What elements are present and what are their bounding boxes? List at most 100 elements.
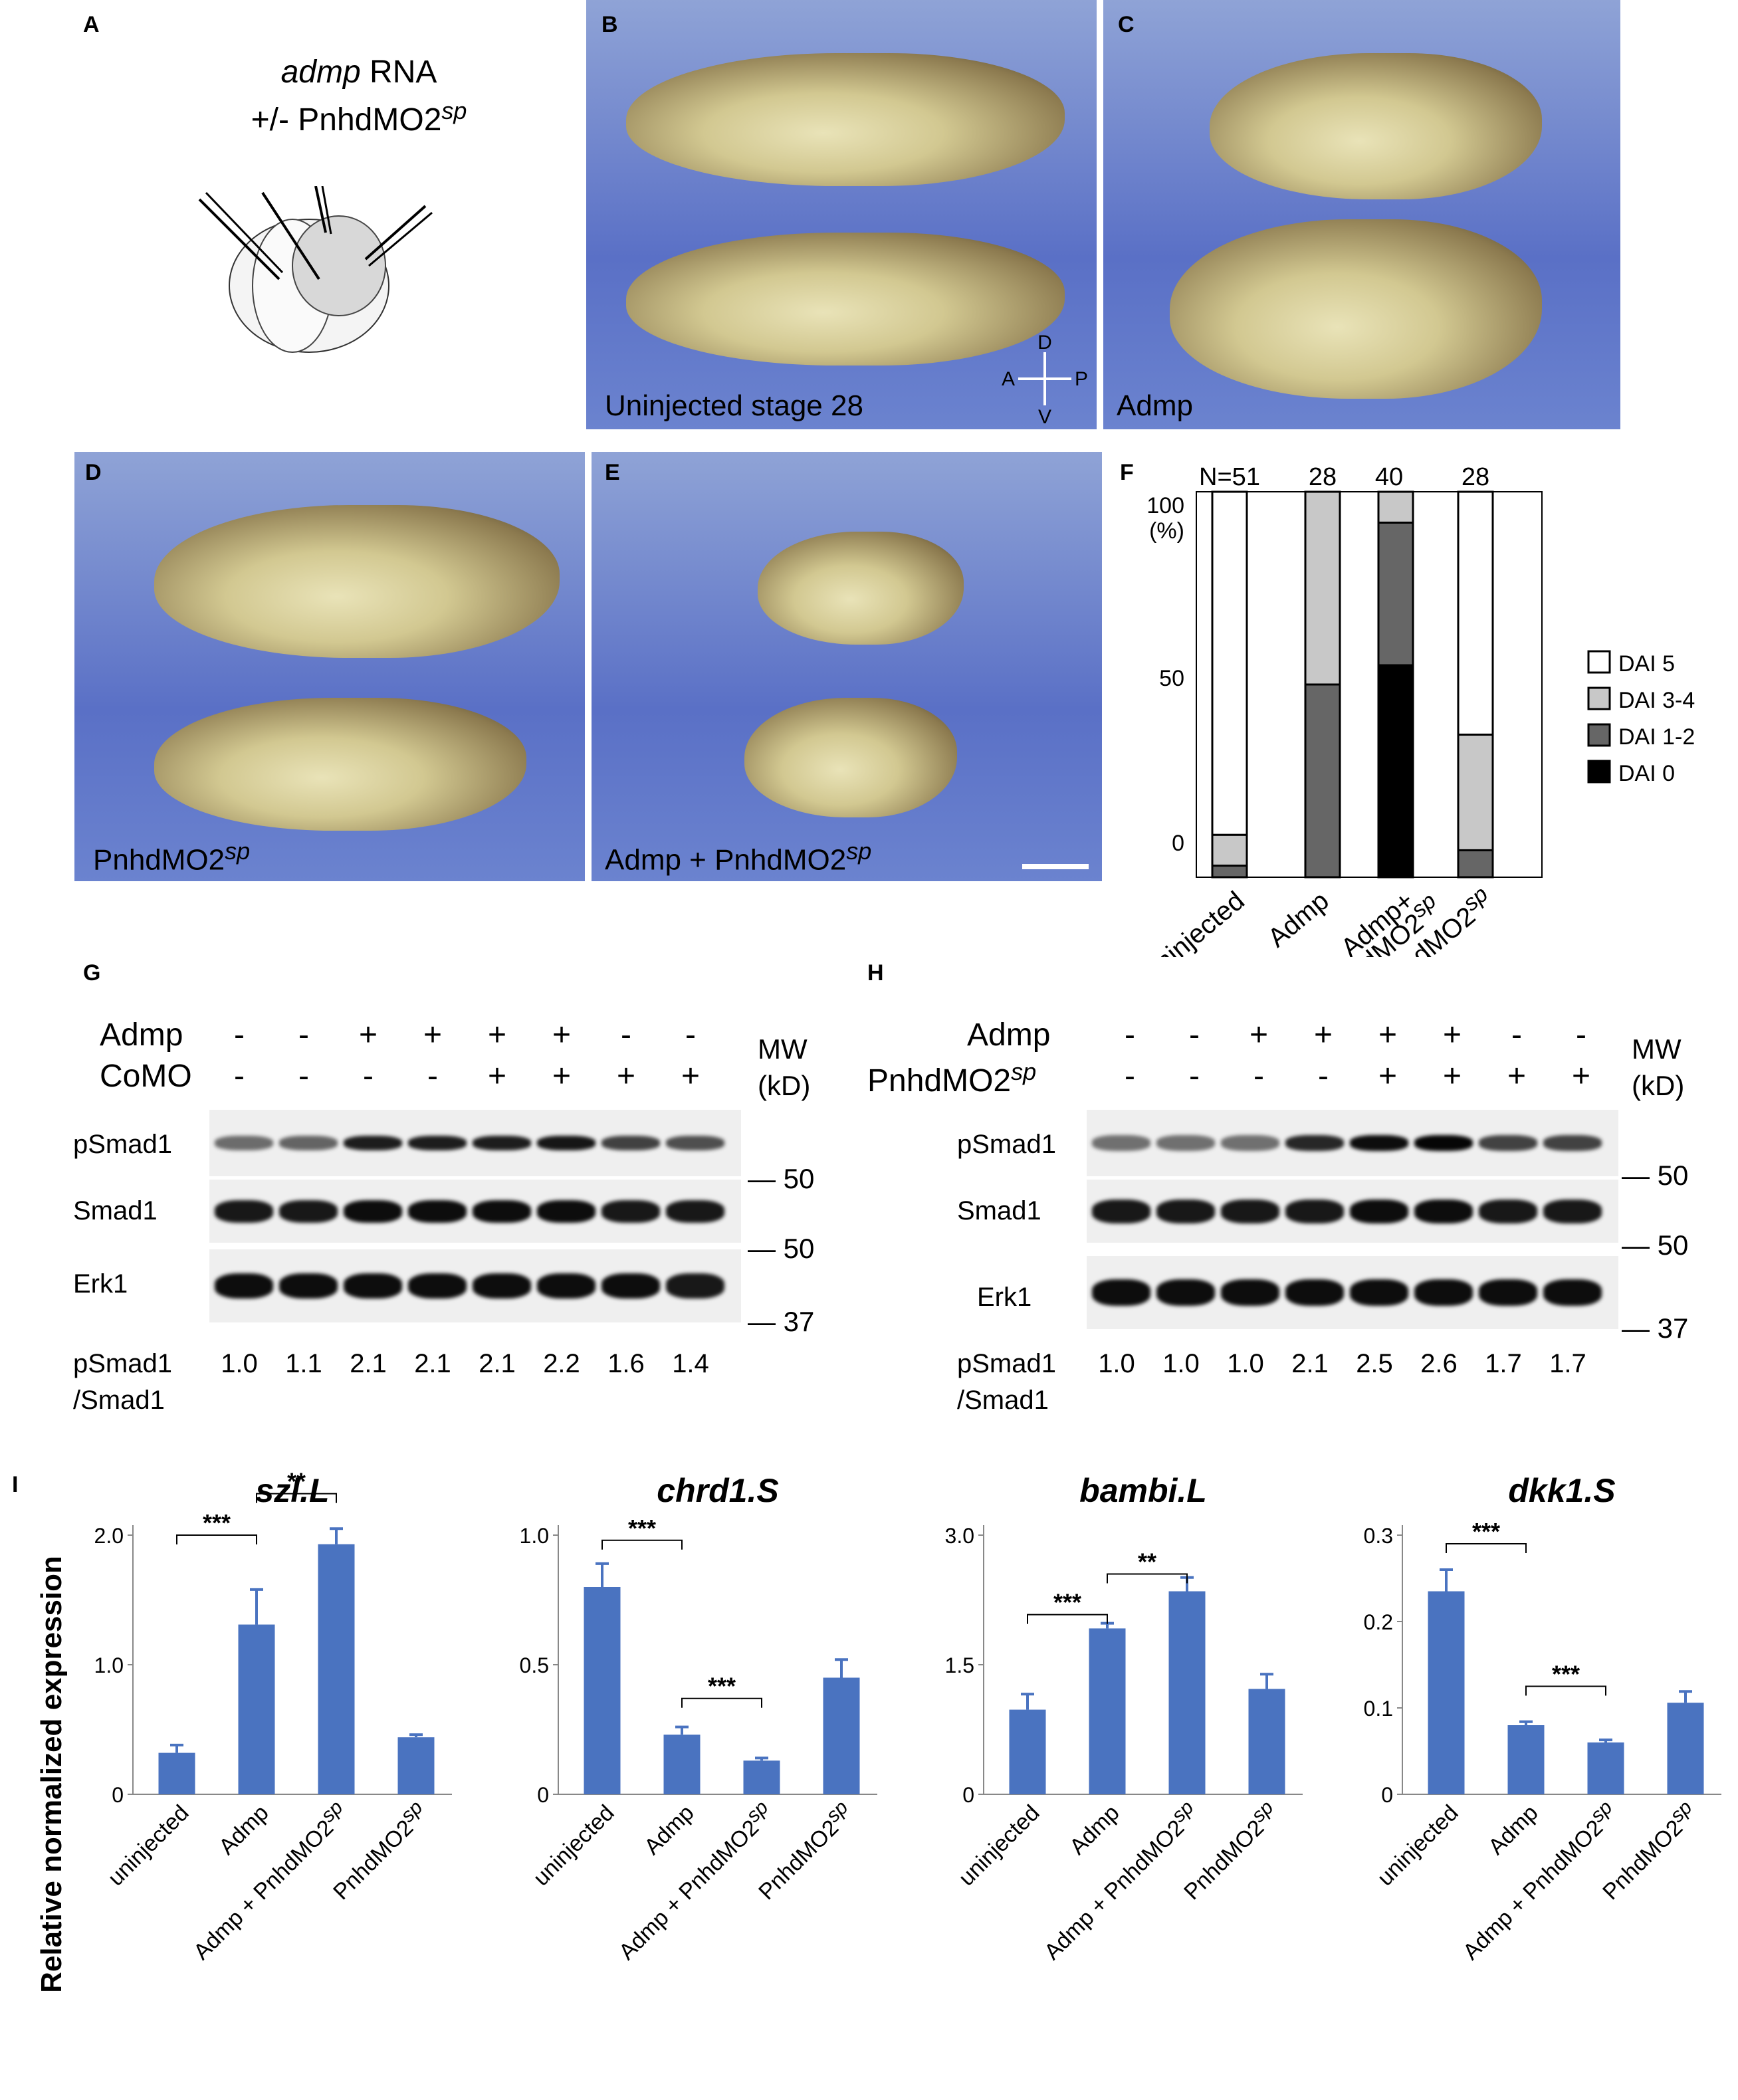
lane-value: + bbox=[1378, 1059, 1398, 1094]
i-significance: *** bbox=[1552, 1661, 1580, 1688]
i-significance: *** bbox=[628, 1515, 656, 1542]
lane-value: + bbox=[487, 1059, 507, 1094]
h-ratio-label: pSmad1 bbox=[957, 1349, 1056, 1378]
h-marker: — 37 bbox=[1622, 1312, 1689, 1344]
h-band-label: Erk1 bbox=[977, 1283, 1032, 1312]
h-marker: — 50 bbox=[1622, 1229, 1689, 1261]
i-bar bbox=[1089, 1628, 1126, 1794]
photo-caption: Uninjected stage 28 bbox=[605, 389, 863, 422]
blot-band bbox=[473, 1273, 531, 1299]
lane-value: 1.0 bbox=[221, 1349, 258, 1378]
i-ytick: 0.2 bbox=[1364, 1610, 1393, 1634]
axis-orientation-icon: D A P V bbox=[1002, 332, 1088, 425]
f-bar-segment bbox=[1457, 733, 1494, 851]
panel-label-g: G bbox=[83, 960, 101, 986]
i-bar bbox=[743, 1760, 780, 1794]
blot-band bbox=[1092, 1135, 1150, 1151]
blot-band bbox=[1479, 1135, 1537, 1151]
svg-text:A: A bbox=[1002, 368, 1015, 390]
legend-label: DAI 3-4 bbox=[1618, 688, 1695, 713]
panel-label-h: H bbox=[867, 960, 884, 986]
lane-value: 1.1 bbox=[285, 1349, 322, 1378]
panel-label-b: B bbox=[601, 12, 618, 37]
f-n-label: 28 bbox=[1309, 463, 1337, 491]
i-ytick: 2.0 bbox=[94, 1524, 124, 1548]
photo-panel-d: PnhdMO2sp bbox=[74, 452, 585, 881]
blot-band bbox=[1092, 1199, 1150, 1223]
i-bar bbox=[1507, 1725, 1545, 1794]
legend-swatch bbox=[1587, 650, 1611, 674]
f-n-label: 28 bbox=[1462, 463, 1489, 491]
lane-value: + bbox=[1442, 1017, 1462, 1053]
g-marker: — 50 bbox=[748, 1163, 815, 1194]
i-ylabel: Relative normalized expression bbox=[35, 1556, 68, 1993]
lane-value: 2.1 bbox=[1291, 1349, 1329, 1378]
lane-value: - bbox=[685, 1017, 696, 1053]
lane-value: - bbox=[1189, 1017, 1200, 1053]
blot-band bbox=[344, 1200, 402, 1223]
blot-band bbox=[1092, 1279, 1150, 1306]
h-smad1-blot bbox=[1087, 1180, 1618, 1243]
lane-value: - bbox=[427, 1059, 438, 1094]
i-ytick: 3.0 bbox=[945, 1524, 974, 1548]
i-category-label: uninjected bbox=[1372, 1800, 1463, 1891]
i-bar bbox=[823, 1677, 860, 1794]
legend-swatch bbox=[1587, 686, 1611, 710]
g-band-label: Erk1 bbox=[73, 1269, 128, 1299]
lane-value: - bbox=[1189, 1059, 1200, 1094]
i-bar bbox=[318, 1544, 355, 1794]
blot-band bbox=[1543, 1199, 1602, 1223]
blot-band bbox=[601, 1273, 660, 1299]
g-marker: — 50 bbox=[748, 1233, 815, 1264]
panel-label-c: C bbox=[1118, 12, 1135, 37]
f-category-label: uninjected bbox=[1139, 886, 1250, 957]
svg-text:D: D bbox=[1037, 332, 1052, 354]
i-ytick: 0 bbox=[112, 1783, 124, 1807]
i-bar bbox=[584, 1587, 621, 1794]
blot-band bbox=[1156, 1279, 1215, 1306]
lane-value: + bbox=[681, 1059, 701, 1094]
embryo-image bbox=[1170, 219, 1542, 399]
h-band-label: pSmad1 bbox=[957, 1130, 1056, 1159]
f-category-labels: uninjected Admp Admp+ PnhdMO2sp PnhdMO2s… bbox=[1139, 881, 1499, 957]
lane-value: + bbox=[552, 1059, 572, 1094]
blot-band bbox=[215, 1273, 273, 1299]
i-significance: *** bbox=[203, 1509, 231, 1536]
embryo-image bbox=[626, 233, 1065, 366]
i-ytick: 1.5 bbox=[945, 1653, 974, 1677]
blot-band bbox=[344, 1136, 402, 1150]
blot-band bbox=[1414, 1199, 1473, 1223]
i-ytick: 0.5 bbox=[520, 1653, 549, 1677]
scale-bar bbox=[1022, 864, 1089, 869]
blot-band bbox=[1479, 1199, 1537, 1223]
blot-band bbox=[473, 1200, 531, 1223]
g-marker: — 37 bbox=[748, 1306, 815, 1337]
i-significance: *** bbox=[1472, 1518, 1500, 1545]
blot-band bbox=[279, 1200, 338, 1223]
blot-band bbox=[601, 1136, 660, 1150]
g-ratio-label: /Smad1 bbox=[73, 1386, 165, 1415]
lane-value: + bbox=[1313, 1017, 1333, 1053]
g-mw-label: MW bbox=[758, 1033, 808, 1065]
i-ytick: 0 bbox=[537, 1783, 549, 1807]
i-ytick: 0.3 bbox=[1364, 1524, 1393, 1548]
i-bar bbox=[663, 1734, 701, 1794]
embryo-injection-diagram bbox=[198, 186, 433, 353]
blot-band bbox=[537, 1273, 596, 1299]
lane-value: 2.1 bbox=[479, 1349, 516, 1378]
blot-band bbox=[1543, 1279, 1602, 1306]
blot-band bbox=[279, 1136, 338, 1150]
i-bar bbox=[158, 1752, 195, 1794]
blot-band bbox=[1221, 1279, 1279, 1306]
legend-label: DAI 0 bbox=[1618, 761, 1675, 786]
g-mw-unit: (kD) bbox=[758, 1070, 811, 1101]
f-bar-segment bbox=[1457, 849, 1494, 879]
lane-value: - bbox=[234, 1059, 245, 1094]
i-bar bbox=[1667, 1703, 1704, 1794]
h-erk1-blot bbox=[1087, 1256, 1618, 1329]
embryo-image bbox=[154, 698, 526, 831]
i-category-label: Admp bbox=[639, 1800, 699, 1860]
i-category-label: uninjected bbox=[528, 1800, 619, 1891]
blot-band bbox=[1350, 1199, 1408, 1223]
